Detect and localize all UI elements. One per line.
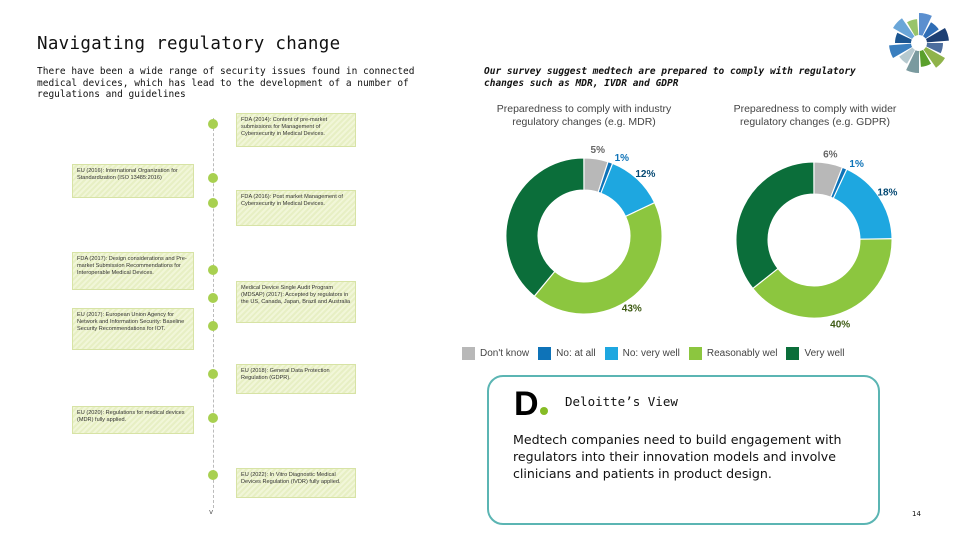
legend-swatch: [786, 347, 800, 360]
timeline-arrow: v: [209, 508, 214, 516]
timeline-dot: [208, 173, 218, 183]
deloitte-logo: D: [514, 385, 539, 423]
legend-label: No: at all: [556, 348, 596, 359]
chart-legend: Don't know No: at all No: very well Reas…: [462, 347, 854, 360]
timeline-event-card: FDA (2016): Post market Management of Cy…: [236, 190, 356, 226]
timeline-event-card: FDA (2017): Design considerations and Pr…: [72, 252, 194, 290]
legend-label: No: very well: [622, 348, 680, 359]
wheel-segment: [919, 13, 932, 36]
timeline-event-card: EU (2017): European Union Agency for Net…: [72, 308, 194, 350]
wheel-segment: [923, 22, 939, 39]
timeline-dot: [208, 265, 218, 275]
donut-label: 39%: [489, 206, 509, 217]
legend-item-reasonably-well: Reasonably wel: [688, 347, 778, 360]
legend-label: Reasonably wel: [706, 348, 778, 359]
legend-swatch: [538, 347, 552, 360]
legend-item-very-well: Very well: [786, 347, 845, 360]
intro-text: There have been a wide range of security…: [37, 66, 415, 100]
timeline-event-card: FDA (2014): Content of pre-market submis…: [236, 113, 356, 147]
wheel-segment: [925, 28, 949, 43]
wheel-segment: [889, 43, 913, 58]
timeline-dot: [208, 198, 218, 208]
legend-swatch: [604, 347, 618, 360]
wheel-segment: [926, 43, 943, 54]
chart-title-industry: Preparedness to comply with industry reg…: [496, 103, 672, 128]
wheel-segment: [919, 49, 931, 67]
legend-label: Very well: [804, 348, 845, 359]
donut-slice-very-well: [735, 161, 815, 290]
donut-label: 40%: [830, 319, 850, 330]
legend-swatch: [462, 347, 475, 360]
chart-title-wider: Preparedness to comply with wider regula…: [733, 103, 897, 128]
donut-label: 12%: [635, 169, 655, 180]
deloitte-wheel-icon: [889, 13, 949, 73]
timeline-event-card: EU (2016): International Organization fo…: [72, 164, 194, 198]
deloitte-view-box: D Deloitte’s View Medtech companies need…: [487, 375, 880, 525]
timeline-dot: [208, 293, 218, 303]
donut-slice-no-very-well: [832, 168, 893, 240]
timeline-event-card: EU (2022): In Vitro Diagnostic Medical D…: [236, 468, 356, 498]
view-text: Medtech companies need to build engageme…: [513, 432, 842, 481]
legend-item-dont-know: Don't know: [462, 347, 529, 360]
donut-label: 43%: [622, 304, 642, 315]
timeline-dot: [208, 413, 218, 423]
donut-label: 5%: [591, 145, 606, 156]
legend-label: Don't know: [480, 348, 530, 359]
timeline-event-card: EU (2020): Regulations for medical devic…: [72, 406, 194, 434]
page-number: 14: [912, 510, 921, 518]
timeline-event-card: EU (2018): General Data Protection Regul…: [236, 364, 356, 394]
wheel-segment: [906, 50, 919, 73]
wheel-segment: [907, 19, 919, 37]
legend-swatch: [688, 347, 702, 360]
deloitte-logo-dot: [540, 407, 548, 415]
donut-label: 1%: [615, 153, 630, 164]
donut-label: 18%: [877, 188, 897, 199]
timeline-dot: [208, 369, 218, 379]
timeline-dot: [208, 321, 218, 331]
survey-heading: Our survey suggest medtech are prepared …: [484, 66, 856, 89]
timeline-dot: [208, 119, 218, 129]
timeline-dot: [208, 470, 218, 480]
page-title: Navigating regulatory change: [37, 34, 341, 54]
donut-label: 36%: [722, 202, 742, 213]
wheel-segment: [899, 47, 915, 64]
donut-slice-reasonably-well: [752, 238, 893, 319]
timeline-event-card: Medical Device Single Audit Program (MDS…: [236, 281, 356, 323]
donut-slice-very-well: [505, 157, 585, 297]
legend-item-not-at-all: No: at all: [538, 347, 596, 360]
wheel-segment: [895, 32, 912, 43]
legend-item-not-very-well: No: very well: [604, 347, 680, 360]
wheel-segment: [893, 18, 915, 39]
donut-label: 1%: [849, 159, 864, 170]
view-title: Deloitte’s View: [565, 394, 678, 409]
timeline-axis: [213, 118, 214, 508]
donut-label: 6%: [823, 150, 838, 161]
donut-slice-reasonably-well: [533, 202, 663, 315]
wheel-segment: [923, 47, 945, 68]
